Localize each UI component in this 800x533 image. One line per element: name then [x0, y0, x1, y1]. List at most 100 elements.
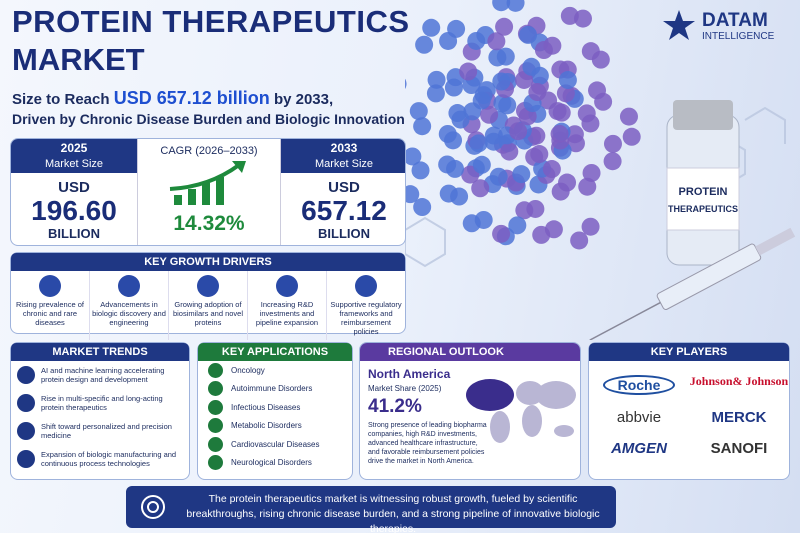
protein-bead	[405, 147, 422, 166]
panel-title: REGIONAL OUTLOOK	[360, 343, 580, 361]
protein-bead	[558, 71, 577, 90]
protein-bead	[603, 152, 622, 171]
panel-title: MARKET TRENDS	[11, 343, 189, 361]
stats-panel: 2025 Market Size USD 196.60 BILLION CAGR…	[10, 138, 406, 246]
icon	[17, 394, 35, 412]
player-logo: MERCK	[711, 409, 767, 426]
application-text: Metabolic Disorders	[231, 421, 302, 431]
trend: Expansion of biologic manufacturing and …	[11, 445, 189, 473]
protein-bead	[581, 217, 600, 236]
protein-bead	[492, 224, 511, 243]
protein-bead	[444, 78, 463, 97]
protein-bead	[472, 91, 491, 110]
protein-bead	[489, 167, 508, 186]
stat: 2033 Market Size USD 657.12 BILLION	[281, 139, 405, 245]
protein-bead	[578, 177, 597, 196]
icon	[17, 366, 35, 384]
trend-text: Rise in multi-specific and long-acting p…	[41, 394, 163, 412]
protein-bead	[509, 122, 528, 141]
protein-bead	[480, 105, 499, 124]
application-text: Cardiovascular Diseases	[231, 439, 320, 449]
application-text: Oncology	[231, 365, 265, 375]
protein-bead	[528, 83, 547, 102]
trend-text: Expansion of biologic manufacturing and …	[41, 450, 177, 468]
protein-bead	[622, 127, 641, 146]
protein-bead	[522, 57, 541, 76]
protein-bead	[474, 210, 493, 229]
stat-unit: USD	[58, 179, 90, 196]
stat-label: CAGR (2026–2033)	[160, 145, 258, 157]
protein-bead	[451, 110, 470, 129]
subtitle-text: Size to Reach	[12, 91, 110, 108]
player-logo: abbvie	[616, 409, 662, 426]
protein-bead	[526, 199, 545, 218]
drivers-panel: KEY GROWTH DRIVERS Rising prevalence of …	[10, 252, 406, 340]
trend: Rise in multi-specific and long-acting p…	[11, 389, 189, 417]
protein-bead	[558, 173, 577, 192]
players-panel: KEY PLAYERS Roche Johnson& Johnson abbvie M…	[588, 342, 790, 480]
protein-bead	[422, 18, 441, 37]
subtitle: Driven by Chronic Disease Burden and Bio…	[12, 111, 405, 127]
protein-bead	[508, 216, 527, 235]
panel-title: KEY PLAYERS	[589, 343, 789, 361]
protein-bead	[577, 104, 596, 123]
stat-label: Market Size	[11, 157, 137, 173]
player-logo: SANOFI	[710, 440, 768, 457]
protein-bead	[550, 124, 569, 143]
stat-year: 2033	[281, 139, 405, 157]
stat: CAGR (2026–2033) 14.32%	[137, 139, 281, 245]
protein-bead	[471, 179, 490, 198]
trend: AI and machine learning accelerating pro…	[11, 361, 189, 389]
protein-bead	[467, 31, 486, 50]
protein-bead	[413, 117, 432, 136]
icon	[208, 418, 223, 434]
subtitle-highlight: USD 657.12 billion	[113, 88, 270, 108]
application-text: Neurological Disorders	[231, 458, 312, 468]
driver: Increasing R&D investments and pipeline …	[248, 271, 327, 340]
protein-bead	[588, 81, 607, 100]
protein-bead	[495, 17, 514, 36]
player-logo: Roche	[603, 375, 675, 395]
icon	[208, 381, 223, 397]
protein-bead	[487, 32, 506, 51]
stat-year: 2025	[11, 139, 137, 157]
panel-title: KEY APPLICATIONS	[198, 343, 352, 361]
protein-bead	[619, 107, 638, 126]
world-map	[466, 379, 576, 443]
protein-bead	[570, 231, 589, 250]
applications-panel: KEY APPLICATIONS Oncology Autoimmune Disor…	[197, 342, 353, 480]
protein-bead	[413, 198, 432, 217]
protein-bead	[512, 165, 531, 184]
protein-bead	[411, 161, 430, 180]
driver: Growing adoption of biosimilars and nove…	[169, 271, 248, 340]
protein-bead	[472, 155, 491, 174]
stat-unit: USD	[328, 179, 360, 196]
logo-icon	[663, 10, 695, 40]
protein-bead	[415, 35, 434, 54]
driver-text: Increasing R&D investments and pipeline …	[255, 300, 319, 327]
trend-text: Shift toward personalized and precision …	[41, 422, 172, 440]
vial-label: PROTEIN	[679, 186, 728, 198]
title: MARKET	[12, 42, 145, 77]
protein-bead	[548, 102, 567, 121]
logo-tagline: INTELLIGENCE	[702, 31, 775, 42]
target-icon	[141, 495, 165, 519]
protein-bead	[426, 84, 445, 103]
trends-panel: MARKET TRENDS AI and machine learning acc…	[10, 342, 190, 480]
protein-bead	[488, 48, 507, 67]
vial-label: THERAPEUTICS	[668, 204, 738, 214]
application: Autoimmune Disorders	[198, 380, 352, 399]
stat-value: 657.12	[301, 195, 387, 226]
trend-text: AI and machine learning accelerating pro…	[41, 366, 165, 384]
application: Infectious Diseases	[198, 398, 352, 417]
protein-bead	[506, 0, 525, 12]
syringe	[589, 227, 796, 340]
driver-text: Supportive regulatory frameworks and rei…	[330, 300, 402, 336]
application-text: Autoimmune Disorders	[231, 384, 313, 394]
growth-icon	[169, 161, 246, 205]
cagr-value: 14.32%	[173, 212, 245, 235]
protein-bead	[405, 185, 420, 204]
footer: The protein therapeutics market is witne…	[126, 486, 616, 533]
icon	[17, 450, 35, 468]
driver: Advancements in biologic discovery and e…	[90, 271, 169, 340]
